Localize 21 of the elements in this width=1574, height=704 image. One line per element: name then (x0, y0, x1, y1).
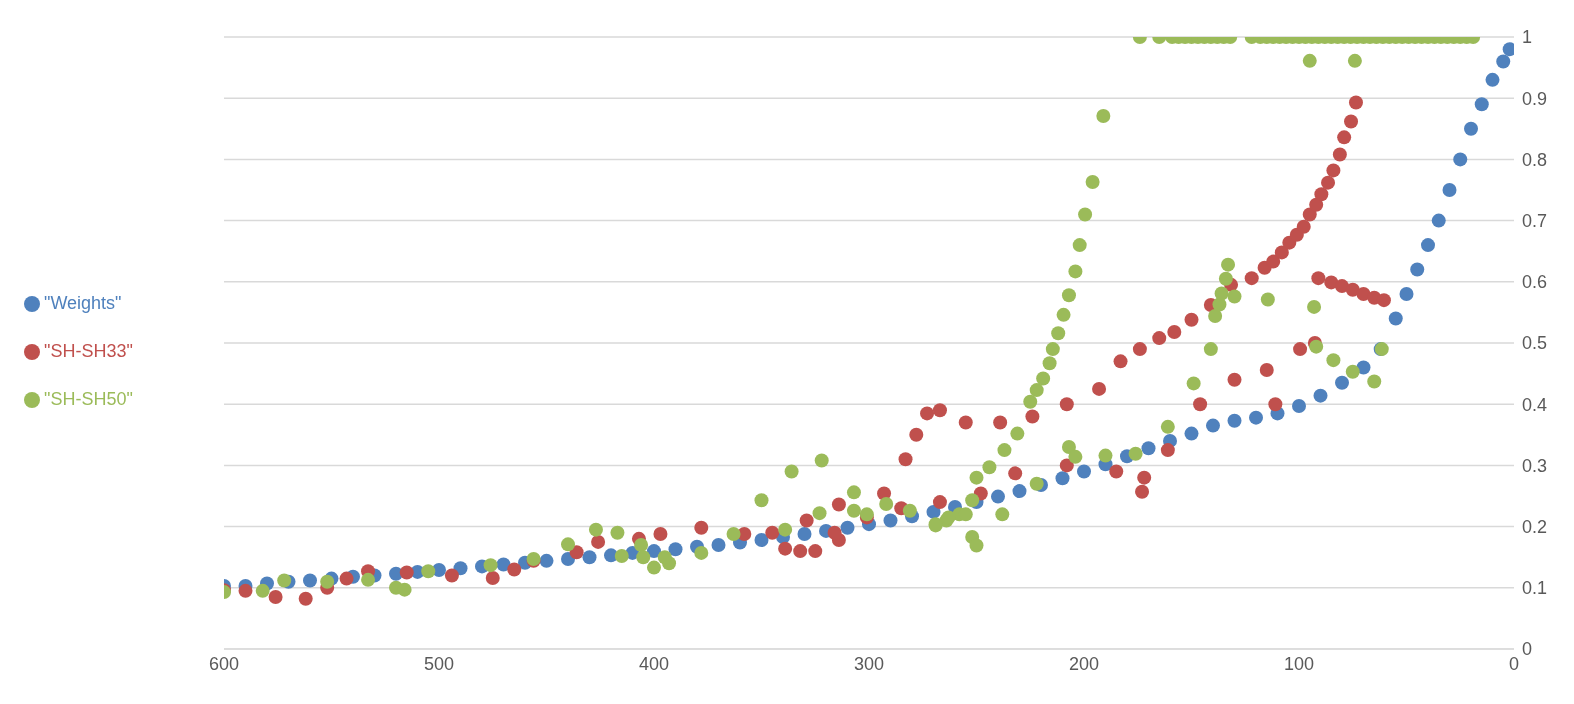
y-tick-label: 1 (1522, 27, 1533, 48)
x-tick-label: 200 (1068, 653, 1100, 674)
x-tick-label: 300 (853, 653, 885, 674)
y-tick-label: 0.6 (1522, 272, 1548, 293)
x-tick-label: 400 (638, 653, 670, 674)
y-tick-label: 0.7 (1522, 210, 1548, 231)
y-tick-label: 0 (1522, 639, 1533, 660)
legend-label: "SH-SH50" (44, 389, 133, 409)
y-tick-label: 0.9 (1522, 88, 1548, 109)
y-tick-label: 0.8 (1522, 149, 1548, 170)
x-tick-label: 500 (423, 653, 455, 674)
y-tick-label: 0.4 (1522, 394, 1548, 415)
y-tick-label: 0.5 (1522, 333, 1548, 354)
x-tick-label: 0 (1508, 653, 1520, 674)
x-tick-label: 100 (1283, 653, 1315, 674)
legend-label: "SH-SH33" (44, 341, 133, 361)
x-tick-label: 600 (208, 653, 240, 674)
y-tick-label: 0.3 (1522, 455, 1548, 476)
y-tick-label: 0.2 (1522, 516, 1548, 537)
y-tick-label: 0.1 (1522, 578, 1548, 599)
legend-label: "Weights" (44, 293, 122, 313)
